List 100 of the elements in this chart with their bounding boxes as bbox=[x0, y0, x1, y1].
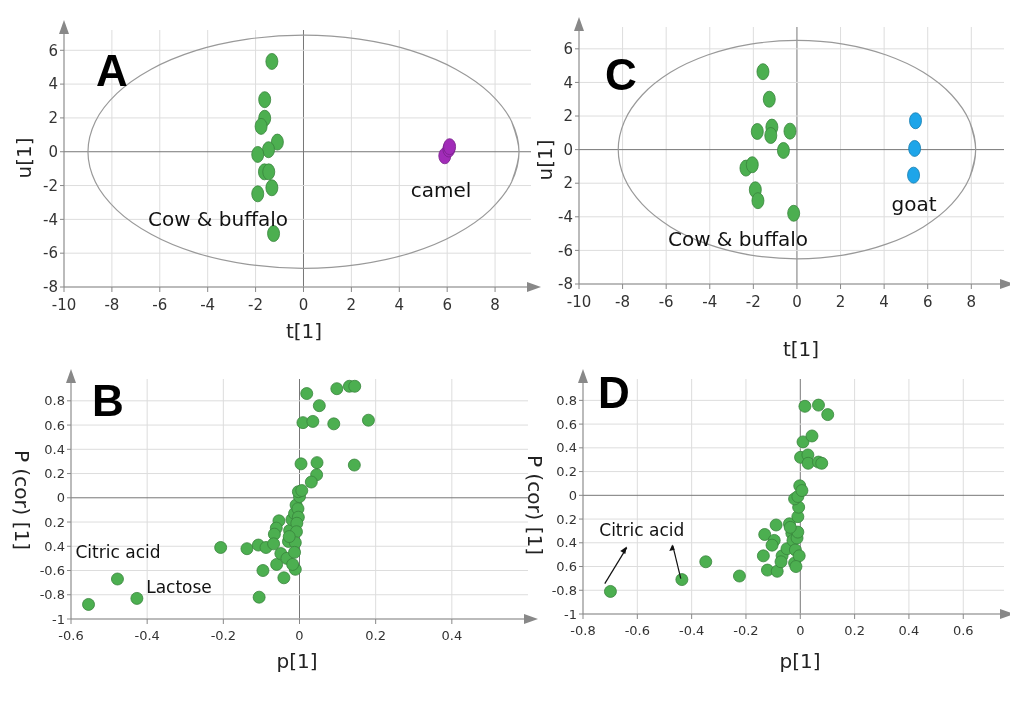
x-tick-label: -8 bbox=[104, 296, 120, 314]
x-tick-label: -0.2 bbox=[210, 628, 237, 643]
y-axis-title: u[1] bbox=[533, 139, 557, 181]
x-tick-label: 0 bbox=[796, 623, 805, 638]
point bbox=[765, 538, 779, 552]
y-tick-label: 4 bbox=[563, 73, 573, 92]
y-tick-label: -1 bbox=[564, 606, 577, 622]
chart-title: A bbox=[96, 46, 128, 95]
text: C bbox=[605, 50, 637, 99]
point bbox=[304, 475, 318, 489]
point bbox=[310, 456, 324, 470]
x-tick-label: 4 bbox=[879, 293, 889, 311]
point bbox=[783, 122, 797, 140]
point bbox=[774, 555, 788, 569]
point bbox=[756, 549, 770, 563]
point bbox=[733, 569, 746, 583]
x-tick-label: -8 bbox=[615, 293, 631, 311]
point bbox=[282, 530, 296, 543]
x-tick-label: 0 bbox=[792, 293, 802, 311]
point bbox=[254, 117, 268, 135]
x-tick-label: 8 bbox=[490, 296, 500, 314]
x-tick-label: 6 bbox=[922, 293, 933, 311]
point bbox=[812, 398, 825, 412]
x-tick-label: 0.4 bbox=[898, 623, 920, 638]
point bbox=[787, 204, 801, 222]
point bbox=[777, 142, 790, 159]
y-axis-title: u[1] bbox=[12, 137, 36, 179]
y-tick-label: 0 bbox=[568, 487, 577, 503]
x-tick-label: -2 bbox=[745, 293, 761, 311]
point bbox=[750, 123, 764, 140]
y-tick-label: 0.4 bbox=[44, 538, 65, 554]
annotation: Citric acid bbox=[599, 519, 685, 540]
point bbox=[295, 484, 309, 497]
x-tick-label: -10 bbox=[51, 296, 77, 314]
y-tick-label: -4 bbox=[43, 210, 58, 229]
y-tick-label: 2 bbox=[563, 174, 573, 193]
point bbox=[265, 179, 279, 197]
y-tick-label: 0.4 bbox=[556, 440, 577, 456]
y-tick-label: 0.2 bbox=[44, 514, 65, 530]
y-tick-label: -0.8 bbox=[551, 582, 577, 598]
x-tick-label: 8 bbox=[966, 293, 977, 311]
point bbox=[288, 545, 301, 559]
point bbox=[348, 379, 362, 393]
y-tick-label: 0.8 bbox=[556, 392, 577, 408]
x-tick-label: -0.4 bbox=[678, 623, 705, 638]
x-tick-label: 2 bbox=[346, 296, 357, 314]
y-tick-label: -2 bbox=[43, 176, 58, 195]
x-tick-label: -0.2 bbox=[733, 623, 759, 638]
annotation: goat bbox=[891, 192, 937, 216]
point bbox=[252, 590, 266, 604]
point bbox=[286, 558, 300, 571]
x-axis-title: t[1] bbox=[285, 319, 323, 343]
point bbox=[82, 598, 95, 611]
point bbox=[327, 417, 341, 431]
x-tick-label: -0.6 bbox=[624, 623, 651, 638]
y-tick-label: -6 bbox=[558, 241, 573, 260]
y-tick-label: 6 bbox=[563, 40, 573, 59]
x-axis-title: t[1] bbox=[782, 337, 820, 361]
y-axis-title: P (cor) [1] bbox=[523, 454, 547, 556]
point bbox=[795, 484, 809, 497]
x-tick-label: 0.4 bbox=[441, 628, 463, 643]
point bbox=[758, 528, 772, 541]
x-tick-label: 0 bbox=[295, 628, 304, 643]
y-tick-label: -8 bbox=[558, 275, 573, 294]
y-tick-label: 0 bbox=[56, 490, 65, 506]
point bbox=[251, 185, 265, 203]
annotation: Citric acid bbox=[75, 541, 161, 562]
point bbox=[111, 572, 124, 586]
y-tick-label: 0.4 bbox=[44, 441, 65, 457]
point bbox=[769, 518, 783, 532]
point bbox=[270, 133, 284, 151]
y-tick-label: 0.8 bbox=[44, 393, 65, 409]
point bbox=[312, 399, 326, 413]
y-tick-label: -6 bbox=[43, 244, 58, 263]
point bbox=[789, 560, 803, 573]
point bbox=[675, 573, 689, 586]
point bbox=[764, 127, 778, 144]
y-tick-label: 0.4 bbox=[556, 535, 577, 551]
y-tick-label: -0.6 bbox=[39, 563, 65, 579]
chart-title: D bbox=[598, 368, 630, 417]
annotation: camel bbox=[410, 178, 472, 202]
point bbox=[796, 435, 810, 449]
point bbox=[792, 549, 806, 563]
x-tick-label: -6 bbox=[658, 293, 674, 311]
point bbox=[756, 63, 770, 81]
point bbox=[762, 90, 776, 108]
point bbox=[699, 555, 713, 569]
x-tick-label: -0.4 bbox=[134, 628, 160, 643]
point bbox=[751, 192, 765, 210]
y-tick-label: -4 bbox=[558, 208, 573, 227]
x-tick-label: 0.2 bbox=[844, 623, 865, 638]
point bbox=[306, 415, 320, 428]
point bbox=[908, 140, 922, 157]
point bbox=[604, 585, 617, 598]
y-tick-label: 0.6 bbox=[556, 559, 577, 575]
x-tick-label: -4 bbox=[200, 296, 216, 314]
annotation: Cow & buffalo bbox=[147, 207, 289, 231]
point bbox=[761, 563, 774, 577]
point bbox=[240, 542, 254, 556]
y-tick-label: 0 bbox=[48, 142, 58, 161]
